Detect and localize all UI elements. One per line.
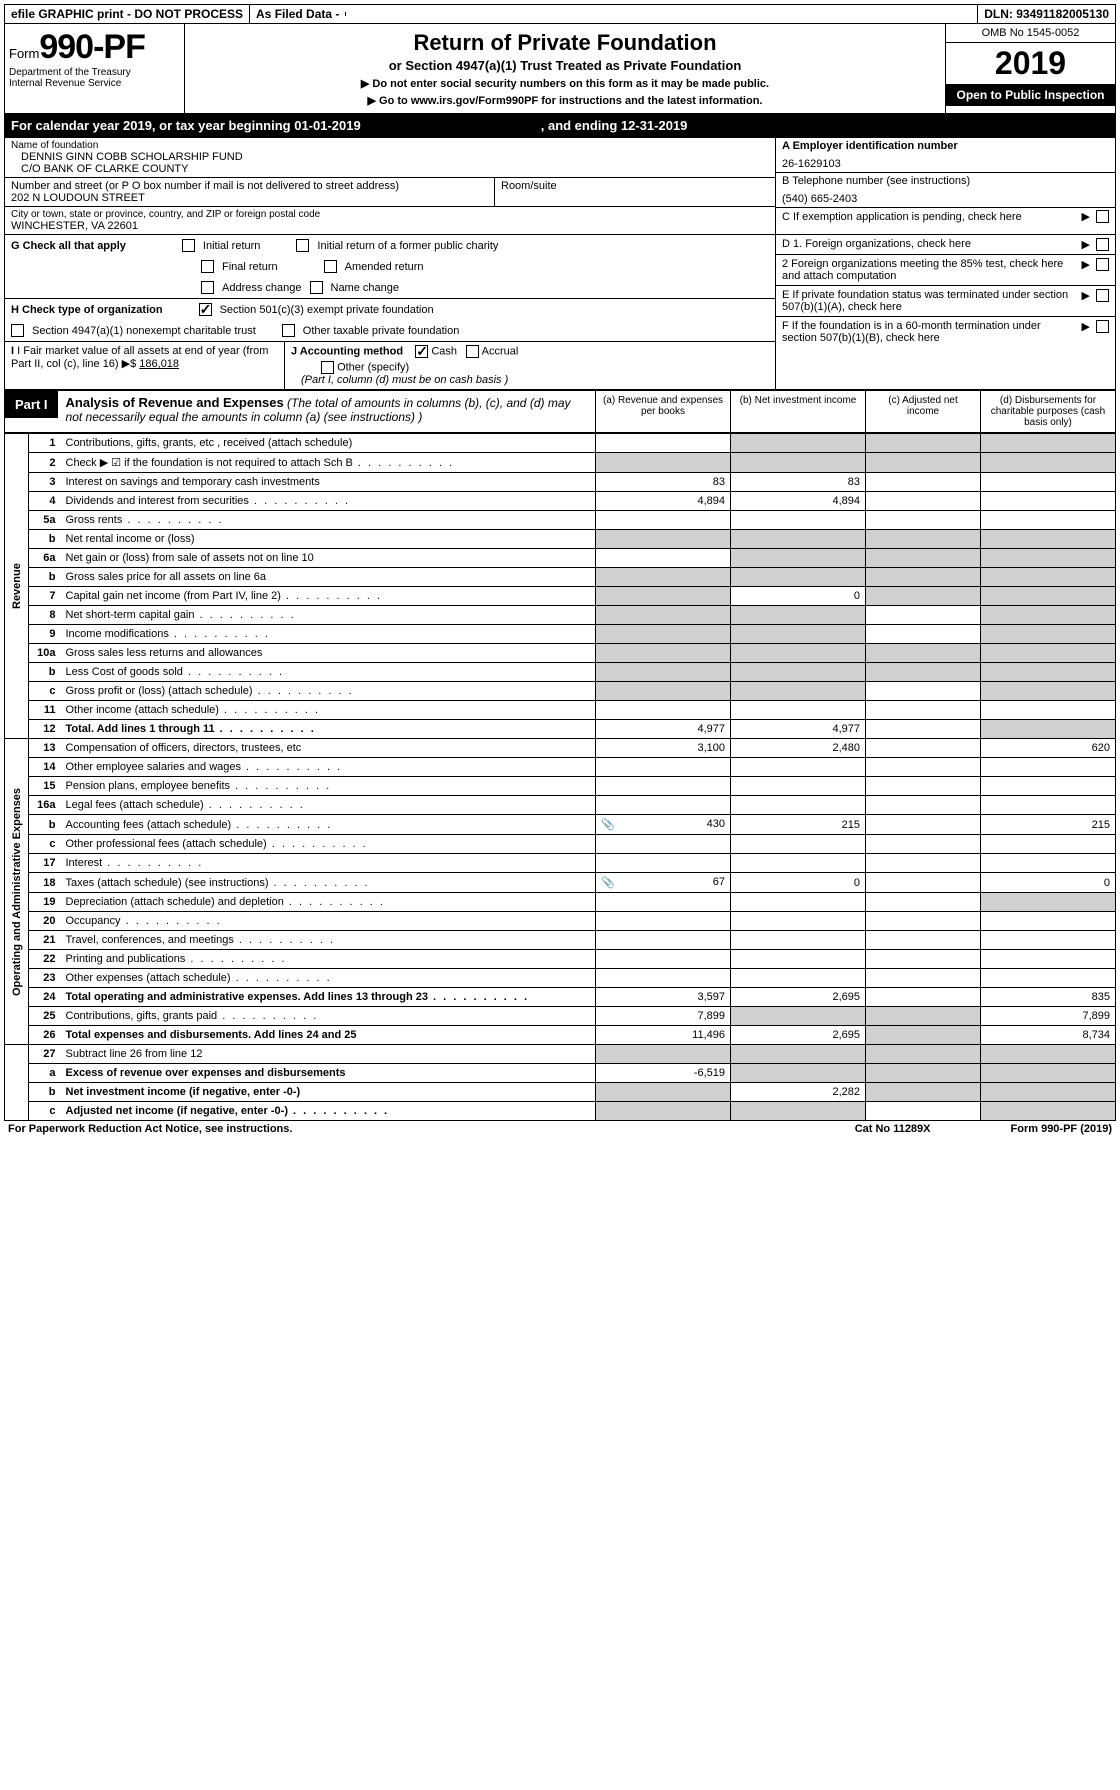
attachment-icon[interactable]: 📎 — [601, 818, 615, 831]
h-other[interactable] — [282, 324, 295, 337]
ein-cell: A Employer identification number 26-1629… — [776, 138, 1115, 173]
table-row: aExcess of revenue over expenses and dis… — [5, 1064, 1116, 1083]
g-check-row: G Check all that apply Initial return In… — [5, 235, 775, 299]
table-row: 3Interest on savings and temporary cash … — [5, 473, 1116, 492]
dln: DLN: 93491182005130 — [977, 5, 1115, 23]
j-other[interactable] — [321, 361, 334, 374]
as-filed: As Filed Data - — [249, 5, 345, 23]
table-row: cOther professional fees (attach schedul… — [5, 835, 1116, 854]
table-row: 9Income modifications — [5, 625, 1116, 644]
section-label: Operating and Administrative Expenses — [5, 739, 29, 1045]
room-cell: Room/suite — [495, 178, 775, 206]
h-check-row: H Check type of organization Section 501… — [5, 299, 775, 342]
section-label: Revenue — [5, 434, 29, 739]
table-row: 21Travel, conferences, and meetings — [5, 931, 1116, 950]
table-row: bGross sales price for all assets on lin… — [5, 568, 1116, 587]
section-label — [5, 1045, 29, 1121]
cat-no: Cat No 11289X — [855, 1123, 931, 1135]
table-row: 16aLegal fees (attach schedule) — [5, 796, 1116, 815]
c-pending-cell: C If exemption application is pending, c… — [776, 208, 1115, 225]
table-row: bAccounting fees (attach schedule)📎43021… — [5, 815, 1116, 835]
part1-header: Part I Analysis of Revenue and Expenses … — [4, 390, 1116, 433]
table-row: 22Printing and publications — [5, 950, 1116, 969]
e-checkbox[interactable] — [1096, 289, 1109, 302]
form-id-block: Form990-PF Department of the Treasury In… — [5, 24, 185, 113]
j-accrual[interactable] — [466, 345, 479, 358]
table-row: Revenue1Contributions, gifts, grants, et… — [5, 434, 1116, 453]
table-row: 27Subtract line 26 from line 12 — [5, 1045, 1116, 1064]
paperwork-notice: For Paperwork Reduction Act Notice, see … — [8, 1123, 292, 1135]
table-row: 18Taxes (attach schedule) (see instructi… — [5, 873, 1116, 893]
table-row: 10aGross sales less returns and allowanc… — [5, 644, 1116, 663]
g-name[interactable] — [310, 281, 323, 294]
phone-cell: B Telephone number (see instructions) (5… — [776, 173, 1115, 208]
table-row: 26Total expenses and disbursements. Add … — [5, 1026, 1116, 1045]
top-bar: efile GRAPHIC print - DO NOT PROCESS As … — [4, 4, 1116, 24]
g-amended[interactable] — [324, 260, 337, 273]
j-cash[interactable] — [415, 345, 428, 358]
table-row: 14Other employee salaries and wages — [5, 758, 1116, 777]
g-initial[interactable] — [182, 239, 195, 252]
g-initial-former[interactable] — [296, 239, 309, 252]
table-row: Operating and Administrative Expenses13C… — [5, 739, 1116, 758]
foundation-name-cell: Name of foundation DENNIS GINN COBB SCHO… — [5, 138, 775, 178]
table-row: 12Total. Add lines 1 through 114,9774,97… — [5, 720, 1116, 739]
table-row: cGross profit or (loss) (attach schedule… — [5, 682, 1116, 701]
form-year-block: OMB No 1545-0052 2019 Open to Public Ins… — [945, 24, 1115, 113]
table-row: cAdjusted net income (if negative, enter… — [5, 1102, 1116, 1121]
table-row: 11Other income (attach schedule) — [5, 701, 1116, 720]
form-title-block: Return of Private Foundation or Section … — [185, 24, 945, 113]
table-row: 20Occupancy — [5, 912, 1116, 931]
fmv-cell: I I Fair market value of all assets at e… — [5, 342, 285, 389]
table-row: bNet investment income (if negative, ent… — [5, 1083, 1116, 1102]
table-row: 17Interest — [5, 854, 1116, 873]
irs-link[interactable]: www.irs.gov/Form990PF — [411, 95, 538, 107]
table-row: bLess Cost of goods sold — [5, 663, 1116, 682]
g-final[interactable] — [201, 260, 214, 273]
g-address[interactable] — [201, 281, 214, 294]
tax-year-row: For calendar year 2019, or tax year begi… — [4, 114, 1116, 138]
city-cell: City or town, state or province, country… — [5, 207, 775, 234]
table-row: 25Contributions, gifts, grants paid7,899… — [5, 1007, 1116, 1026]
d1-checkbox[interactable] — [1096, 238, 1109, 251]
h-4947[interactable] — [11, 324, 24, 337]
table-row: 6aNet gain or (loss) from sale of assets… — [5, 549, 1116, 568]
table-row: 7Capital gain net income (from Part IV, … — [5, 587, 1116, 606]
table-row: 8Net short-term capital gain — [5, 606, 1116, 625]
efile-notice: efile GRAPHIC print - DO NOT PROCESS — [5, 5, 249, 23]
d2-checkbox[interactable] — [1096, 258, 1109, 271]
form-title: Return of Private Foundation — [191, 30, 939, 56]
table-row: 24Total operating and administrative exp… — [5, 988, 1116, 1007]
table-row: 15Pension plans, employee benefits — [5, 777, 1116, 796]
table-row: 4Dividends and interest from securities4… — [5, 492, 1116, 511]
table-row: 23Other expenses (attach schedule) — [5, 969, 1116, 988]
c-checkbox[interactable] — [1096, 210, 1109, 223]
street-cell: Number and street (or P O box number if … — [5, 178, 495, 206]
f-checkbox[interactable] — [1096, 320, 1109, 333]
table-row: 5aGross rents — [5, 511, 1116, 530]
attachment-icon[interactable]: 📎 — [601, 876, 615, 889]
form-footer: Form 990-PF (2019) — [1011, 1123, 1112, 1135]
accounting-method-cell: J Accounting method Cash Accrual Other (… — [285, 342, 775, 389]
table-row: 19Depreciation (attach schedule) and dep… — [5, 893, 1116, 912]
table-row: bNet rental income or (loss) — [5, 530, 1116, 549]
part1-table: Revenue1Contributions, gifts, grants, et… — [4, 433, 1116, 1121]
h-501c3[interactable] — [199, 303, 212, 316]
table-row: 2Check ▶ ☑ if the foundation is not requ… — [5, 453, 1116, 473]
